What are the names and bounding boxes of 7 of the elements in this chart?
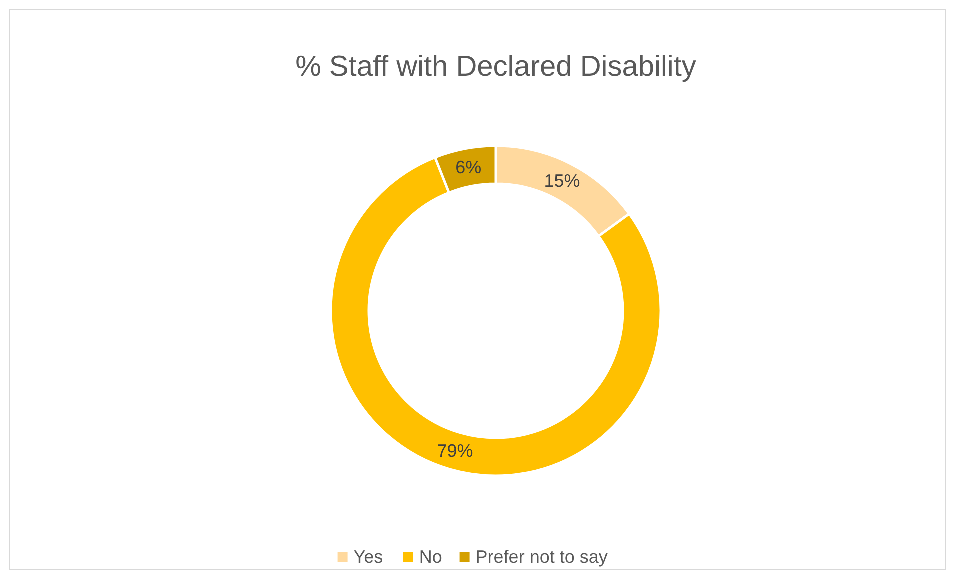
legend-label: Yes xyxy=(354,547,384,567)
data-label: 15% xyxy=(544,170,580,191)
legend-label: No xyxy=(419,547,442,567)
chart-title: % Staff with Declared Disability xyxy=(296,51,697,83)
data-label: 79% xyxy=(437,441,474,462)
data-label: 6% xyxy=(456,158,482,178)
legend-label: Prefer not to say xyxy=(476,547,608,567)
